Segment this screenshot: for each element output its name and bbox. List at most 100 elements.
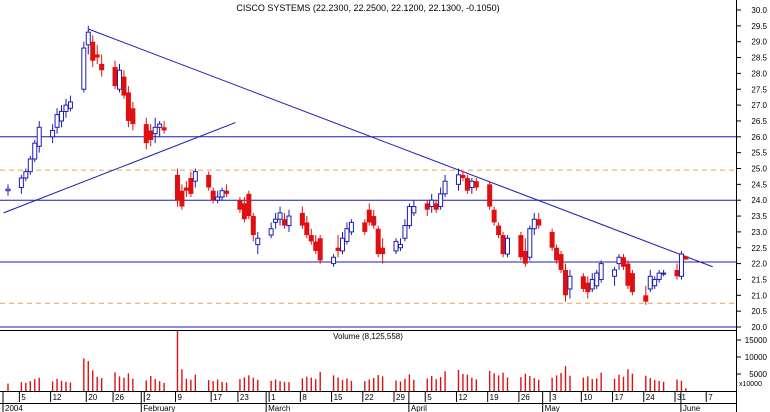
candle bbox=[246, 190, 252, 220]
candle-body bbox=[85, 31, 91, 46]
candle bbox=[643, 285, 649, 305]
candle bbox=[549, 228, 555, 251]
candle bbox=[585, 276, 591, 299]
candle bbox=[27, 155, 33, 175]
candle-body bbox=[188, 178, 194, 194]
candle-body bbox=[18, 177, 24, 189]
candle bbox=[348, 219, 354, 236]
candle-body bbox=[442, 180, 448, 195]
volume-bars bbox=[7, 330, 687, 391]
candle bbox=[286, 209, 292, 232]
candle-body bbox=[161, 127, 167, 131]
candle bbox=[625, 260, 631, 289]
candle-body bbox=[179, 190, 185, 207]
candle-body bbox=[500, 235, 506, 255]
candle-body bbox=[335, 247, 341, 251]
price-tick-label: 27.5 bbox=[751, 85, 767, 94]
candle-body bbox=[585, 282, 591, 293]
candle-body bbox=[99, 63, 105, 71]
candle bbox=[81, 41, 87, 93]
candle-body bbox=[674, 269, 680, 277]
week-label: 10 bbox=[583, 393, 592, 402]
candle-body bbox=[371, 216, 377, 226]
candles bbox=[5, 25, 689, 305]
price-tick-label: 29.0 bbox=[751, 38, 767, 47]
candle bbox=[380, 238, 386, 264]
candle-body bbox=[620, 257, 626, 267]
candle-body bbox=[32, 142, 38, 160]
candle bbox=[487, 181, 493, 210]
candle bbox=[67, 95, 73, 112]
candle bbox=[5, 184, 11, 196]
candle-body bbox=[90, 41, 96, 61]
price-tick-label: 20.0 bbox=[751, 323, 767, 332]
candle bbox=[366, 203, 372, 226]
candle-body bbox=[340, 237, 345, 252]
candle bbox=[241, 197, 247, 223]
volume-tick-label: 15000 bbox=[745, 336, 768, 345]
candle-body bbox=[112, 67, 118, 87]
candle-body bbox=[487, 184, 493, 207]
candle-body bbox=[549, 231, 555, 248]
candle bbox=[161, 120, 167, 134]
candle-body bbox=[143, 124, 149, 144]
candle-body bbox=[683, 256, 689, 260]
week-label: 24 bbox=[646, 393, 655, 402]
candle-body bbox=[286, 215, 292, 227]
candle bbox=[674, 263, 680, 280]
candle bbox=[250, 212, 256, 242]
month-label: June bbox=[683, 404, 701, 412]
candle-body bbox=[183, 187, 189, 191]
week-label: 15 bbox=[334, 393, 343, 402]
price-tick-label: 24.0 bbox=[751, 196, 767, 205]
candle-body bbox=[362, 222, 368, 232]
price-tick-label: 28.0 bbox=[751, 69, 767, 78]
candle bbox=[678, 250, 684, 280]
candle-body bbox=[375, 228, 381, 255]
candle bbox=[179, 184, 185, 210]
trend-line bbox=[3, 122, 236, 214]
chart-title: CISCO SYSTEMS (22.2300, 22.2500, 22.1200… bbox=[236, 3, 499, 13]
candle-body bbox=[518, 235, 524, 258]
candle bbox=[210, 187, 216, 204]
candle-body bbox=[563, 269, 568, 296]
price-tick-label: 23.5 bbox=[751, 212, 767, 221]
candle bbox=[282, 212, 288, 229]
candle bbox=[237, 197, 243, 213]
candle bbox=[174, 168, 180, 207]
candle bbox=[683, 255, 689, 260]
candle bbox=[558, 250, 564, 274]
candle bbox=[18, 174, 24, 194]
candle bbox=[424, 200, 430, 217]
volume-title: Volume (8,125,558) bbox=[333, 332, 403, 341]
candle-body bbox=[282, 219, 288, 226]
candle bbox=[411, 200, 417, 217]
candle-body bbox=[536, 219, 542, 226]
candle bbox=[536, 212, 542, 229]
candle-body bbox=[531, 218, 537, 230]
month-label: May bbox=[545, 404, 560, 412]
candle-body bbox=[304, 222, 310, 236]
candle bbox=[375, 225, 381, 258]
week-label: 1 bbox=[271, 393, 276, 402]
candle-body bbox=[656, 272, 662, 280]
candle bbox=[206, 171, 212, 191]
candle bbox=[491, 206, 497, 226]
week-label: 12 bbox=[53, 393, 62, 402]
candle-body bbox=[522, 250, 528, 264]
month-label: 2004 bbox=[5, 404, 23, 412]
candle bbox=[554, 244, 560, 264]
candle bbox=[433, 200, 439, 213]
candle bbox=[59, 105, 65, 128]
candle-body bbox=[424, 203, 430, 210]
candle-body bbox=[647, 275, 653, 290]
week-label: 22 bbox=[365, 393, 374, 402]
candle bbox=[273, 212, 279, 229]
candle-body bbox=[50, 129, 56, 138]
candle bbox=[652, 276, 658, 289]
candle bbox=[522, 238, 528, 267]
candle-body bbox=[241, 203, 247, 220]
candle-body bbox=[616, 256, 622, 265]
candle bbox=[152, 117, 158, 144]
